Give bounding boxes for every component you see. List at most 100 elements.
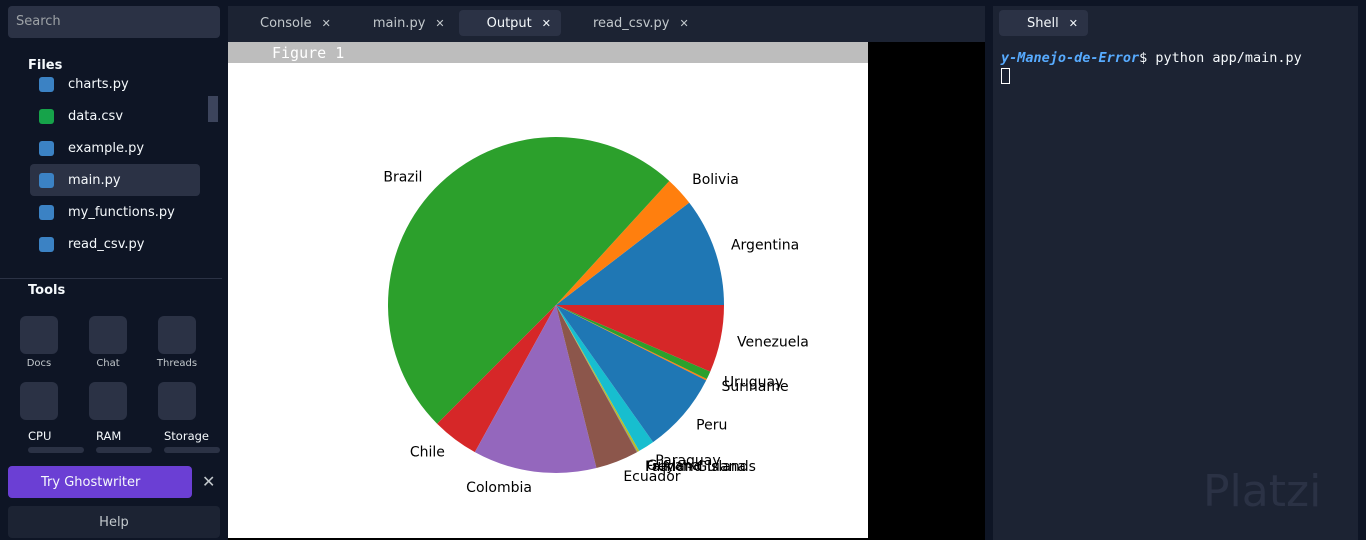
file-item[interactable]: my_functions.py <box>30 196 200 228</box>
resource-label: RAM <box>96 429 122 443</box>
resource-bar <box>164 447 220 453</box>
tool-label: Threads <box>156 358 198 369</box>
scrollbar <box>208 96 218 122</box>
close-icon[interactable]: ✕ <box>202 472 216 491</box>
tools-header[interactable]: Tools <box>28 283 66 298</box>
main-pane: Console ✕ main.py ✕ Output ✕ read_csv.py ✕ Figu… <box>228 6 985 540</box>
pie-slice <box>474 305 597 473</box>
tool-button[interactable] <box>89 316 127 354</box>
pie-slice <box>556 305 637 469</box>
resource-bar <box>96 447 152 453</box>
resources: CPU RAM Storage <box>28 429 223 459</box>
tab-label: read_csv.py <box>593 15 670 31</box>
pie-slice <box>556 305 707 381</box>
tool-label: Chat <box>96 358 120 369</box>
file-item[interactable]: main.py <box>30 164 200 196</box>
tab-label: Output <box>486 15 532 31</box>
pie-label: French Guiana <box>645 459 746 475</box>
pie-label: Brazil <box>383 169 422 185</box>
pie-label: Falkland Islands <box>645 459 756 475</box>
file-item[interactable]: charts.py <box>30 70 200 100</box>
pie-label: Peru <box>696 417 727 433</box>
file-icon <box>39 172 54 188</box>
tab-close: ✕ <box>435 16 445 30</box>
tab-close: ✕ <box>321 16 331 30</box>
file-item[interactable]: data.csv <box>30 100 200 132</box>
tab[interactable]: read_csv.py ✕ <box>565 10 699 36</box>
pie-slice <box>556 180 690 305</box>
file-icon <box>39 76 54 92</box>
file-name: read_csv.py <box>68 236 145 252</box>
tool-button[interactable] <box>20 382 58 420</box>
tool-button[interactable] <box>158 316 196 354</box>
tab[interactable]: Console ✕ <box>232 10 341 36</box>
watermark: Platzi <box>1203 466 1322 517</box>
pie-slice <box>556 305 637 453</box>
pie-label: Ecuador <box>623 469 680 485</box>
pie-slice <box>556 305 711 380</box>
pie-label: Colombia <box>466 480 532 496</box>
shell-command: $ python app/main.py <box>1139 50 1302 66</box>
shell-tab-label: Shell <box>1027 15 1059 31</box>
resource-label: CPU <box>28 429 52 443</box>
pie-slice <box>556 305 640 452</box>
file-name: charts.py <box>68 76 129 92</box>
file-item[interactable]: example.py <box>30 132 200 164</box>
pie-slice <box>556 305 724 372</box>
search-placeholder: Search <box>16 14 61 29</box>
figure-titlebar: Figure 1 <box>228 42 868 63</box>
tool-button[interactable] <box>89 382 127 420</box>
cursor <box>1001 68 1010 84</box>
pie-label: Suriname <box>722 379 789 395</box>
pie-slice <box>387 136 670 424</box>
figure: Argentina Bolivia Brazil Chile Colombia Ecuad… <box>228 63 868 538</box>
pie-label: Venezuela <box>737 334 809 350</box>
file-list: charts.py data.csv example.py main.py my_fun… <box>30 70 202 270</box>
file-icon <box>39 108 54 124</box>
shell-prompt: y-Manejo-de-Error <box>1001 50 1140 66</box>
file-name: example.py <box>68 140 145 156</box>
ghostwriter-label: Try Ghostwriter <box>41 474 141 490</box>
divider <box>0 278 222 279</box>
file-icon <box>39 236 54 252</box>
pie-label: Paraguay <box>655 453 720 469</box>
tab[interactable]: main.py ✕ <box>345 10 455 36</box>
shell-line: y-Manejo-de-Error$ python app/main.py <box>1001 50 1302 84</box>
file-icon <box>39 204 54 220</box>
tab-label: main.py <box>372 15 426 31</box>
tool-button[interactable] <box>20 316 58 354</box>
pie-slice <box>437 305 556 453</box>
files-header[interactable]: Files <box>28 58 63 73</box>
pie-label: Bolivia <box>692 172 739 188</box>
resource-label: Storage <box>164 429 209 443</box>
tab[interactable]: Output ✕ <box>458 10 561 36</box>
help-button[interactable]: Help <box>8 506 220 538</box>
file-item[interactable]: read_csv.py <box>30 228 200 260</box>
shell-pane: Shell ✕ y-Manejo-de-Error$ python app/mai… <box>993 6 1358 540</box>
pie-label: Guyana <box>647 458 701 474</box>
search-box[interactable]: Search <box>8 6 220 38</box>
pie-label: Argentina <box>731 238 799 254</box>
pie-label: Uruguay <box>724 374 784 390</box>
tab-close: ✕ <box>679 16 689 30</box>
file-name: data.csv <box>68 108 124 124</box>
tab-close: ✕ <box>541 16 551 30</box>
tool-label: Docs <box>26 358 52 369</box>
file-icon <box>39 140 54 156</box>
shell-tab[interactable]: Shell ✕ <box>999 10 1088 36</box>
resource-bar <box>28 447 84 453</box>
ghostwriter-button[interactable]: Try Ghostwriter <box>8 466 192 498</box>
file-name: my_functions.py <box>68 204 175 220</box>
tab-bar: Console ✕ main.py ✕ Output ✕ read_csv.py ✕ <box>232 10 703 36</box>
pie-slice <box>556 305 638 453</box>
help-label: Help <box>99 514 129 530</box>
file-name: main.py <box>68 172 121 188</box>
tool-button[interactable] <box>158 382 196 420</box>
tab-label: Console <box>260 15 312 31</box>
pie-slice <box>556 305 654 451</box>
pie-slice <box>556 202 724 305</box>
pie-slice <box>556 305 707 443</box>
figure-title: Figure 1 <box>272 43 345 62</box>
pie-label: Chile <box>410 445 445 461</box>
